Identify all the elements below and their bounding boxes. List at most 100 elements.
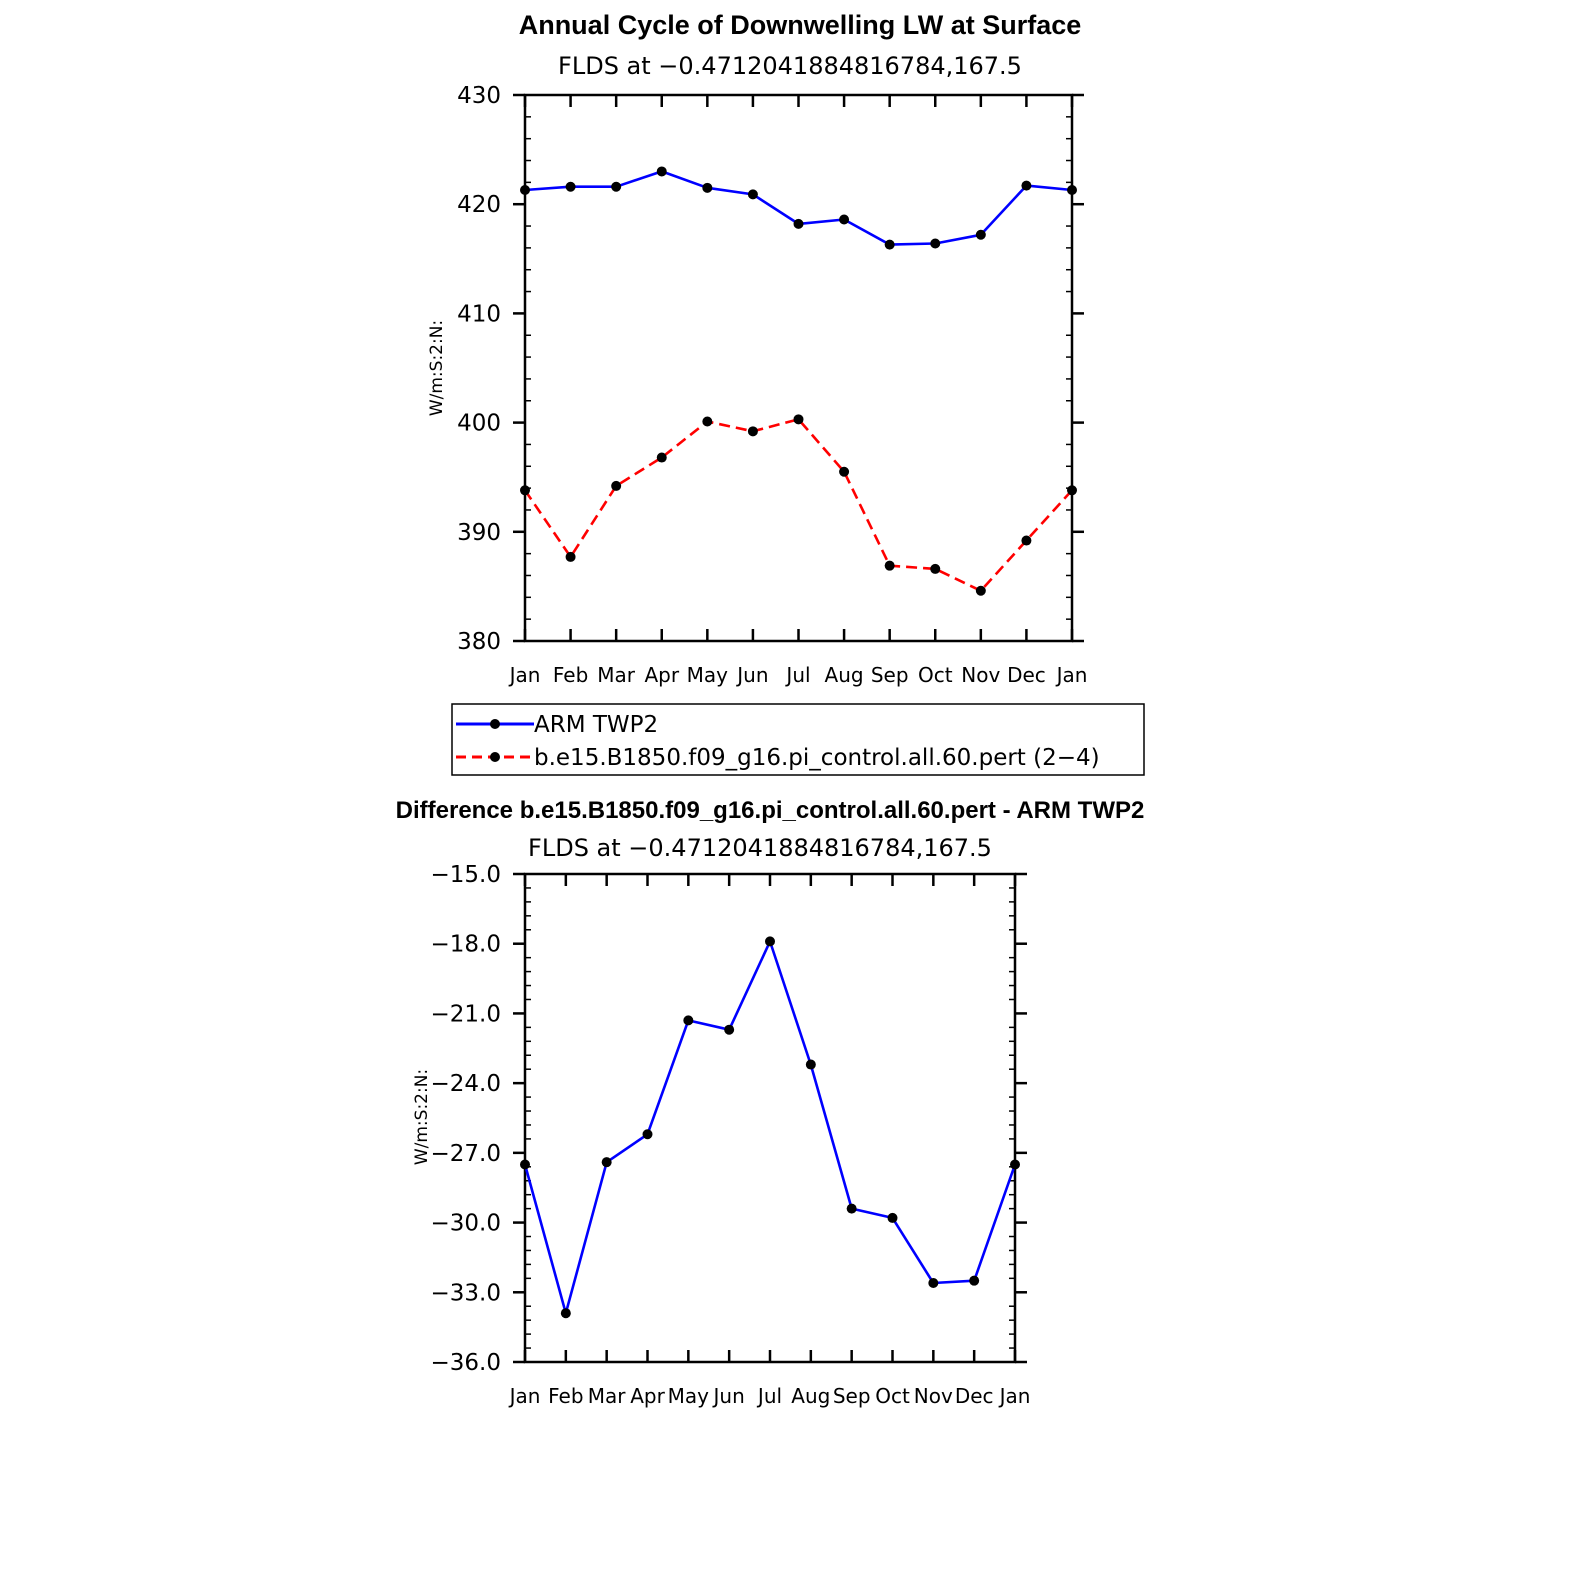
chart-difference: Difference b.e15.B1850.f09_g16.pi_contro… xyxy=(396,797,1145,1408)
data-point xyxy=(930,238,941,249)
plot-area: Jan Feb Mar Apr May Jun Jul Aug Sep Oct Nov Dec Jan−… xyxy=(431,862,1031,1408)
series-line-1 xyxy=(523,940,1017,1315)
y-tick-label: 430 xyxy=(457,83,501,109)
y-tick-label: −30.0 xyxy=(431,1211,501,1237)
legend-box xyxy=(451,703,1145,776)
x-tick-label: Jul xyxy=(756,1384,782,1408)
x-tick-label: Jun xyxy=(735,663,768,687)
chart-title: Annual Cycle of Downwelling LW at Surfac… xyxy=(519,10,1082,40)
data-point xyxy=(565,551,576,562)
y-tick-label: 420 xyxy=(457,192,501,218)
chart-subtitle: FLDS at −0.4712041884816784,167.5 xyxy=(528,834,992,862)
x-tick-label: Mar xyxy=(597,663,636,687)
legend-marker-series-2 xyxy=(490,752,500,762)
x-tick-label: Sep xyxy=(871,663,909,687)
data-point xyxy=(656,452,667,463)
data-point xyxy=(520,185,530,196)
data-point xyxy=(793,218,804,229)
data-point xyxy=(747,189,758,200)
y-tick-label: 390 xyxy=(457,520,501,546)
data-point xyxy=(702,416,713,427)
legend: ARM TWP2 b.e15.B1850.f09_g16.pi_control.… xyxy=(451,703,1145,776)
legend-marker-series-1 xyxy=(490,719,500,729)
y-tick-label: −18.0 xyxy=(431,932,501,958)
x-tick-label: Jan xyxy=(508,1384,541,1408)
data-point xyxy=(520,1159,530,1170)
x-tick-label: Feb xyxy=(553,663,588,687)
x-tick-label: Dec xyxy=(1007,663,1046,687)
legend-label-series-1: ARM TWP2 xyxy=(534,712,658,738)
data-point xyxy=(702,182,713,193)
data-point xyxy=(930,563,941,574)
x-tick-label: Aug xyxy=(791,1384,830,1408)
data-point xyxy=(846,1203,857,1214)
data-point xyxy=(656,166,667,177)
x-tick-label: Feb xyxy=(548,1384,583,1408)
data-point xyxy=(839,466,850,477)
plot-area: Jan Feb Mar Apr May Jun Jul Aug Sep Oct Nov Dec Jan 4… xyxy=(457,83,1087,687)
x-tick-label: Apr xyxy=(644,663,679,687)
y-axis-label: W/m:S:2:N: xyxy=(412,1069,432,1165)
data-point xyxy=(747,426,758,437)
data-point xyxy=(793,414,804,425)
data-point xyxy=(1010,1159,1020,1170)
data-point xyxy=(969,1275,980,1286)
series-line-1 xyxy=(524,170,1073,246)
x-tick-label: Apr xyxy=(630,1384,665,1408)
data-point xyxy=(611,480,622,491)
x-tick-label: Nov xyxy=(914,1384,953,1408)
data-point xyxy=(724,1024,735,1035)
data-point xyxy=(805,1059,816,1070)
plot-frame xyxy=(523,872,1017,1364)
x-tick-label: May xyxy=(687,663,729,687)
data-point xyxy=(1021,535,1032,546)
data-point xyxy=(1067,485,1077,496)
data-point xyxy=(611,181,622,192)
chart-annual-cycle: Annual Cycle of Downwelling LW at Surfac… xyxy=(427,10,1145,776)
legend-label-series-2: b.e15.B1850.f09_g16.pi_control.all.60.pe… xyxy=(534,745,1100,771)
x-tick-label: Sep xyxy=(833,1384,871,1408)
series-line-2 xyxy=(523,417,1073,593)
y-tick-label: −15.0 xyxy=(431,862,501,888)
x-tick-label: Mar xyxy=(588,1384,627,1408)
data-point xyxy=(928,1277,939,1288)
data-point xyxy=(765,936,775,947)
chart-title: Difference b.e15.B1850.f09_g16.pi_contro… xyxy=(396,797,1145,824)
data-point xyxy=(565,181,576,192)
x-tick-label: Oct xyxy=(875,1384,910,1408)
data-point xyxy=(1067,185,1077,196)
data-point xyxy=(642,1129,653,1140)
data-point xyxy=(560,1308,571,1319)
x-tick-label: Jun xyxy=(712,1384,745,1408)
x-tick-label: Dec xyxy=(955,1384,994,1408)
y-tick-label: −27.0 xyxy=(431,1141,501,1167)
data-point xyxy=(884,560,895,571)
x-tick-label: Oct xyxy=(918,663,953,687)
plot-frame xyxy=(523,93,1074,643)
x-tick-label: Jan xyxy=(998,1384,1031,1408)
y-tick-label: −21.0 xyxy=(431,1001,501,1027)
y-axis-label: W/m:S:2:N: xyxy=(427,320,447,416)
data-point xyxy=(887,1212,898,1223)
y-tick-label: 380 xyxy=(457,629,501,655)
chart-subtitle: FLDS at −0.4712041884816784,167.5 xyxy=(558,52,1022,80)
data-point xyxy=(884,239,895,250)
x-tick-label: Aug xyxy=(825,663,864,687)
x-tick-label: Jan xyxy=(508,663,541,687)
x-tick-label: Nov xyxy=(961,663,1000,687)
y-tick-label: 400 xyxy=(457,411,501,437)
data-point xyxy=(1021,180,1032,191)
y-tick-label: −33.0 xyxy=(431,1280,501,1306)
data-point xyxy=(975,229,986,240)
x-tick-label: May xyxy=(668,1384,710,1408)
data-point xyxy=(520,485,530,496)
y-tick-label: −36.0 xyxy=(431,1350,501,1376)
y-tick-label: 410 xyxy=(457,301,501,327)
data-point xyxy=(839,214,850,225)
x-tick-label: Jan xyxy=(1055,663,1088,687)
data-point xyxy=(601,1157,612,1168)
y-tick-label: −24.0 xyxy=(431,1071,501,1097)
x-tick-label: Jul xyxy=(784,663,810,687)
data-point xyxy=(975,585,986,596)
